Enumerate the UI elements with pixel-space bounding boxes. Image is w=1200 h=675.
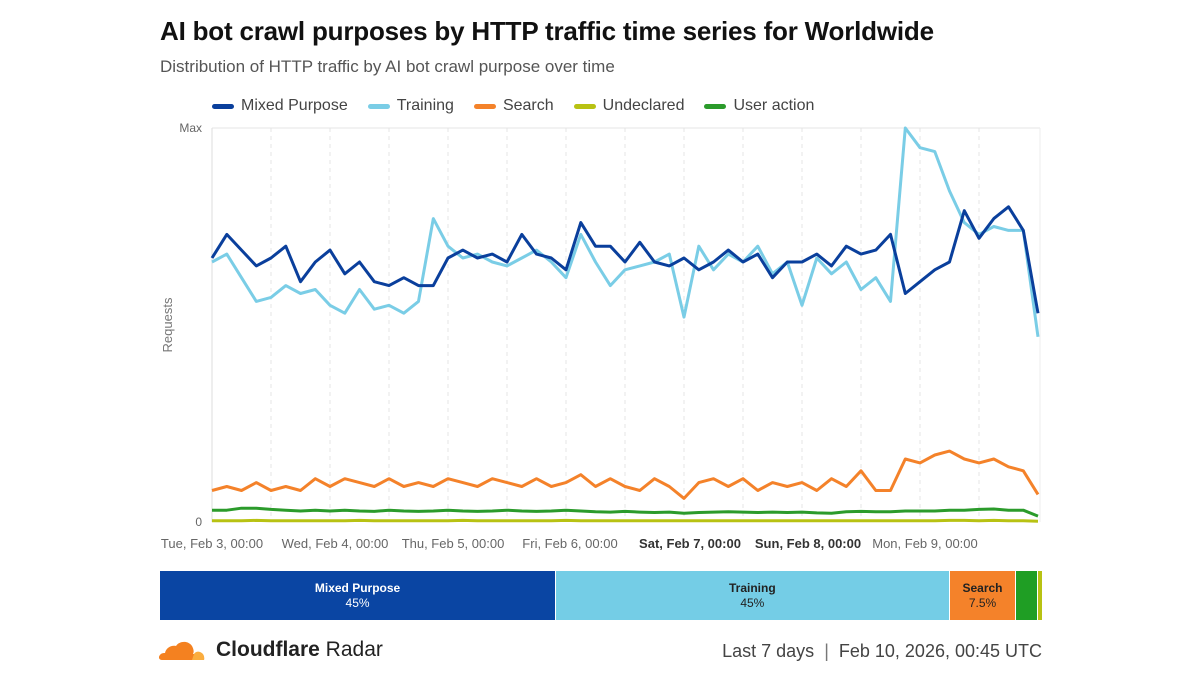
legend-label: Mixed Purpose (241, 97, 348, 114)
legend-item-search[interactable]: Search (473, 97, 554, 115)
chart-title: AI bot crawl purposes by HTTP traffic ti… (160, 16, 934, 46)
series-lines (210, 126, 1040, 523)
legend-swatch (704, 103, 727, 109)
series-line-search[interactable] (211, 449, 1040, 500)
cloudflare-cloud-icon (158, 641, 205, 660)
legend-swatch (573, 103, 596, 109)
range-label: Last 7 days (722, 641, 815, 661)
y-tick-max: Max (179, 121, 202, 135)
legend: Mixed Purpose Training Search Undeclared… (212, 97, 814, 115)
share-segment[interactable] (1037, 571, 1042, 620)
series-line-mixed-purpose[interactable] (210, 205, 1040, 314)
x-tick-label: Sat, Feb 7, 00:00 (639, 536, 741, 551)
grid (211, 127, 1041, 522)
legend-swatch (473, 103, 496, 109)
x-tick-label: Sun, Feb 8, 00:00 (755, 536, 861, 551)
x-tick-label: Wed, Feb 4, 00:00 (282, 536, 389, 551)
x-tick-label: Tue, Feb 3, 00:00 (161, 536, 263, 551)
y-tick-zero: 0 (195, 515, 202, 529)
segment-percent: 7.5% (968, 595, 997, 610)
legend-swatch (212, 103, 234, 109)
cloudflare-radar-logo: Cloudflare Radar (158, 638, 383, 662)
segment-label: Mixed Purpose (314, 580, 401, 595)
legend-item-undeclared[interactable]: Undeclared (573, 97, 685, 115)
x-tick-label: Thu, Feb 5, 00:00 (402, 536, 505, 551)
share-segment-search[interactable]: Search 7.5% (949, 571, 1017, 620)
share-segment-training[interactable]: Training 45% (556, 571, 950, 620)
separator: | (824, 641, 829, 661)
legend-item-mixed-purpose[interactable]: Mixed Purpose (212, 97, 348, 115)
segment-label: Search (962, 580, 1003, 595)
legend-label: User action (733, 97, 815, 114)
share-segment[interactable] (1016, 571, 1038, 620)
brand-bold: Cloudflare (216, 638, 320, 661)
series-line-training[interactable] (211, 126, 1040, 338)
legend-item-training[interactable]: Training (367, 97, 454, 115)
time-range-info: Last 7 days | Feb 10, 2026, 00:45 UTC (722, 641, 1042, 662)
legend-label: Search (502, 97, 554, 114)
segment-percent: 45% (345, 595, 370, 610)
x-axis: Tue, Feb 3, 00:00 Wed, Feb 4, 00:00 Thu, F… (161, 536, 978, 551)
series-line-user-action[interactable] (212, 506, 1039, 518)
brand-rest: Radar (319, 638, 383, 661)
y-axis-label: Requests (160, 297, 175, 352)
timestamp: Feb 10, 2026, 00:45 UTC (838, 641, 1042, 661)
segment-label: Training (729, 580, 776, 595)
legend-item-user-action[interactable]: User action (704, 97, 814, 115)
x-tick-label: Mon, Feb 9, 00:00 (872, 536, 978, 551)
brand-name: Cloudflare Radar (216, 638, 383, 662)
chart-subtitle: Distribution of HTTP traffic by AI bot c… (160, 57, 615, 76)
share-bar: Mixed Purpose 45% Training 45% Search 7.5% (160, 571, 1042, 620)
legend-label: Undeclared (602, 97, 685, 114)
series-line-undeclared[interactable] (212, 518, 1039, 523)
share-segment-mixed-purpose[interactable]: Mixed Purpose 45% (160, 571, 557, 620)
line-chart[interactable]: Max 0 Requests Tue, Feb 3, 00:00 Wed, Feb… (0, 0, 1200, 560)
legend-label: Training (396, 97, 454, 114)
segment-percent: 45% (740, 595, 765, 610)
legend-swatch (367, 103, 390, 109)
x-tick-label: Fri, Feb 6, 00:00 (522, 536, 617, 551)
